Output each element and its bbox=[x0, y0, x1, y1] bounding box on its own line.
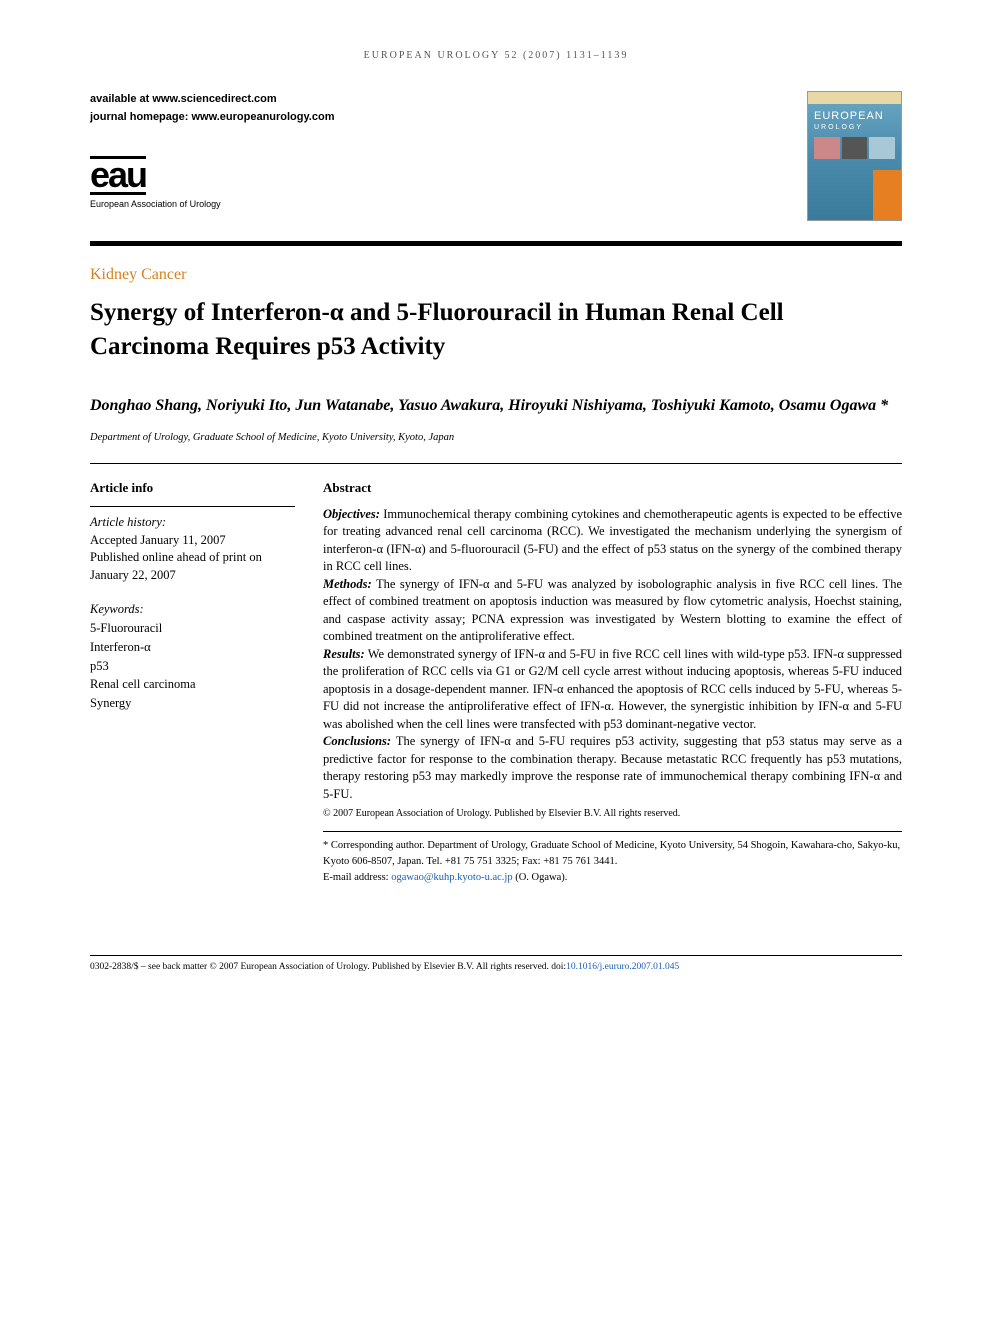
cover-subtitle: UROLOGY bbox=[808, 124, 901, 131]
results-text: We demonstrated synergy of IFN-α and 5-F… bbox=[323, 647, 902, 731]
keyword: Renal cell carcinoma bbox=[90, 675, 295, 694]
keyword: 5-Fluorouracil bbox=[90, 619, 295, 638]
footer-rule bbox=[90, 955, 902, 956]
abstract-body: Objectives: Immunochemical therapy combi… bbox=[323, 506, 902, 822]
top-band: available at www.sciencedirect.com journ… bbox=[90, 91, 902, 231]
article-info-column: Article info Article history: Accepted J… bbox=[90, 480, 295, 886]
article-title: Synergy of Interferon-α and 5-Fluorourac… bbox=[90, 296, 902, 364]
objectives-label: Objectives: bbox=[323, 507, 380, 521]
methods-label: Methods: bbox=[323, 577, 372, 591]
corresponding-text: * Corresponding author. Department of Ur… bbox=[323, 840, 900, 867]
keywords-label: Keywords: bbox=[90, 602, 295, 617]
article-history: Accepted January 11, 2007 Published onli… bbox=[90, 532, 295, 585]
available-block: available at www.sciencedirect.com journ… bbox=[90, 91, 334, 126]
conclusions-label: Conclusions: bbox=[323, 734, 391, 748]
abstract-column: Abstract Objectives: Immunochemical ther… bbox=[323, 480, 902, 886]
keyword: Interferon-α bbox=[90, 638, 295, 657]
keywords-list: 5-Fluorouracil Interferon-α p53 Renal ce… bbox=[90, 619, 295, 713]
available-line1: available at www.sciencedirect.com bbox=[90, 91, 334, 109]
keyword: Synergy bbox=[90, 694, 295, 713]
footer-text: 0302-2838/$ – see back matter © 2007 Eur… bbox=[90, 962, 902, 972]
authors: Donghao Shang, Noriyuki Ito, Jun Watanab… bbox=[90, 394, 902, 418]
doi-link[interactable]: 10.1016/j.eururo.2007.01.045 bbox=[566, 962, 679, 972]
two-column-layout: Article info Article history: Accepted J… bbox=[90, 480, 902, 886]
corresponding-rule bbox=[323, 831, 902, 832]
eau-logo-fullname: European Association of Urology bbox=[90, 199, 334, 209]
left-rule bbox=[90, 506, 295, 507]
results-label: Results: bbox=[323, 647, 365, 661]
horizontal-rule bbox=[90, 463, 902, 464]
conclusions-text: The synergy of IFN-α and 5-FU requires p… bbox=[323, 734, 902, 801]
corresponding-author-block: * Corresponding author. Department of Ur… bbox=[323, 838, 902, 885]
keyword: p53 bbox=[90, 657, 295, 676]
black-divider-bar bbox=[90, 241, 902, 246]
article-info-heading: Article info bbox=[90, 480, 295, 496]
header-left: available at www.sciencedirect.com journ… bbox=[90, 91, 334, 209]
corresponding-email-link[interactable]: ogawao@kuhp.kyoto-u.ac.jp bbox=[391, 872, 512, 883]
footer-copyright: 0302-2838/$ – see back matter © 2007 Eur… bbox=[90, 962, 566, 972]
available-line2: journal homepage: www.europeanurology.co… bbox=[90, 109, 334, 127]
article-history-label: Article history: bbox=[90, 515, 295, 530]
abstract-copyright: © 2007 European Association of Urology. … bbox=[323, 807, 902, 821]
affiliation: Department of Urology, Graduate School o… bbox=[90, 432, 902, 443]
abstract-heading: Abstract bbox=[323, 480, 902, 496]
running-header: EUROPEAN UROLOGY 52 (2007) 1131–1139 bbox=[90, 50, 902, 61]
objectives-text: Immunochemical therapy combining cytokin… bbox=[323, 507, 902, 574]
section-label: Kidney Cancer bbox=[90, 266, 902, 284]
email-suffix: (O. Ogawa). bbox=[513, 872, 568, 883]
cover-title: EUROPEAN bbox=[808, 104, 901, 124]
eau-logo-abbrev: eau bbox=[90, 156, 146, 195]
email-label: E-mail address: bbox=[323, 872, 391, 883]
journal-cover-thumbnail: EUROPEAN UROLOGY bbox=[807, 91, 902, 221]
eau-logo-block: eau European Association of Urology bbox=[90, 156, 334, 209]
methods-text: The synergy of IFN-α and 5-FU was analyz… bbox=[323, 577, 902, 644]
